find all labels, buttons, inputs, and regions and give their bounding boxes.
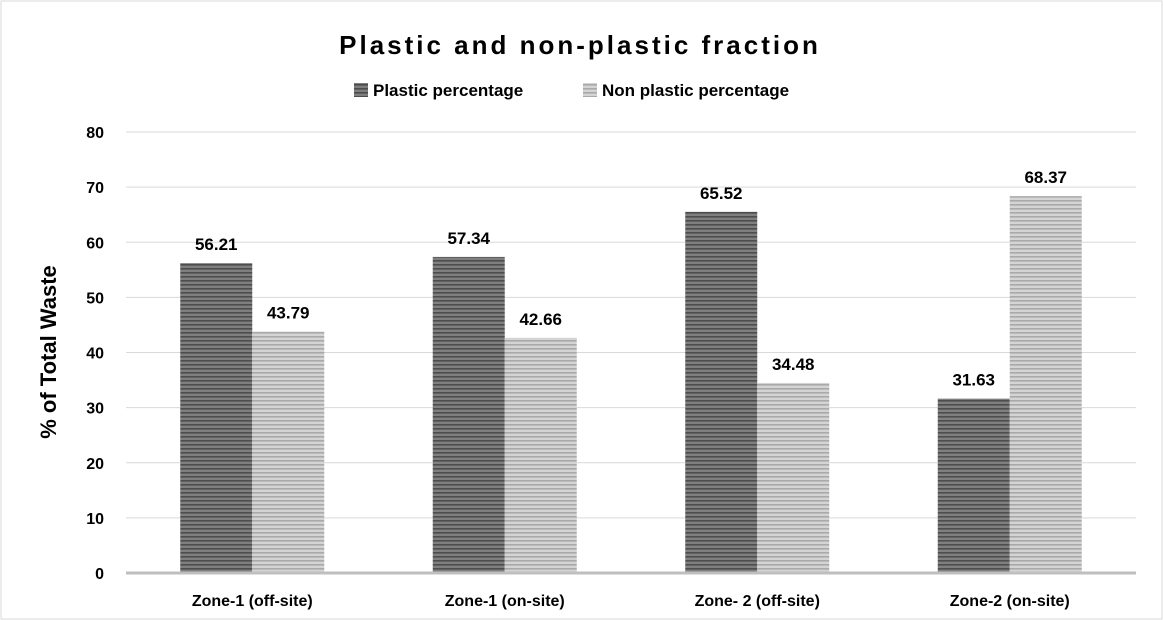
data-label: 31.63 — [952, 371, 995, 390]
legend-label-non-plastic: Non plastic percentage — [602, 81, 789, 100]
bar-non-plastic-3 — [1009, 196, 1082, 573]
legend-label-plastic: Plastic percentage — [373, 81, 523, 100]
bars — [180, 196, 1082, 574]
x-tick-label: Zone- 2 (off-site) — [695, 593, 820, 610]
data-label: 43.79 — [267, 304, 310, 323]
y-tick-label: 80 — [86, 125, 104, 142]
bar-plastic-3 — [937, 398, 1010, 573]
legend-swatch-non-plastic — [583, 83, 597, 97]
y-tick-label: 40 — [86, 346, 104, 363]
y-axis-label: % of Total Waste — [36, 265, 61, 439]
y-tick-label: 60 — [86, 235, 104, 252]
y-tick-labels: 0 10 20 30 40 50 60 70 80 — [86, 125, 104, 583]
bar-plastic-2 — [685, 211, 758, 574]
x-tick-label: Zone-1 (on-site) — [445, 593, 565, 610]
category-labels: Zone-1 (off-site) Zone-1 (on-site) Zone- 2… — [192, 593, 1070, 610]
data-label: 56.21 — [195, 235, 238, 254]
y-tick-label: 20 — [86, 456, 104, 473]
y-tick-label: 70 — [86, 180, 104, 197]
y-tick-label: 30 — [86, 401, 104, 418]
data-label: 57.34 — [447, 229, 490, 248]
y-tick-label: 50 — [86, 290, 104, 307]
y-tick-label: 0 — [95, 566, 104, 583]
data-label: 68.37 — [1024, 168, 1067, 187]
x-tick-label: Zone-1 (off-site) — [192, 593, 313, 610]
bar-non-plastic-1 — [504, 337, 577, 573]
y-tick-label: 10 — [86, 511, 104, 528]
chart-title: Plastic and non-plastic fraction — [339, 30, 821, 60]
data-label: 65.52 — [700, 184, 743, 203]
bar-plastic-1 — [432, 256, 505, 573]
bar-non-plastic-2 — [757, 382, 830, 573]
data-labels: 56.21 43.79 57.34 42.66 65.52 34.48 31.63 68.37 — [195, 168, 1067, 390]
data-label: 34.48 — [772, 355, 815, 374]
legend-swatch-plastic — [354, 83, 368, 97]
data-label: 42.66 — [519, 310, 562, 329]
x-tick-label: Zone-2 (on-site) — [950, 593, 1070, 610]
bar-non-plastic-0 — [252, 331, 325, 573]
bar-plastic-0 — [180, 263, 253, 573]
legend: Plastic percentage Non plastic percentag… — [354, 81, 789, 100]
